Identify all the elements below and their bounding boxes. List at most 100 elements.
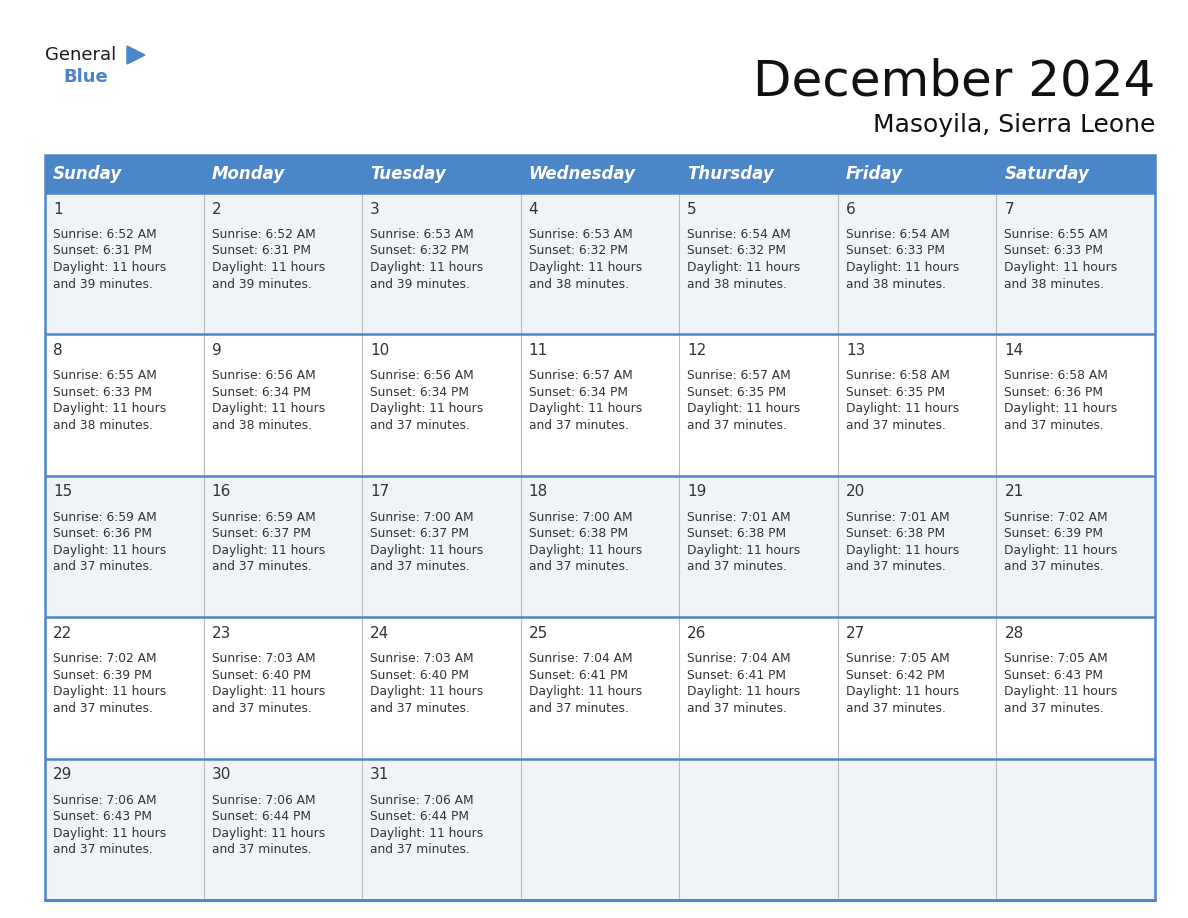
Text: 5: 5 xyxy=(688,201,697,217)
Text: Sunrise: 7:00 AM: Sunrise: 7:00 AM xyxy=(371,510,474,524)
Bar xyxy=(45,476,1155,617)
Text: and 37 minutes.: and 37 minutes. xyxy=(846,419,946,431)
Text: Sunset: 6:40 PM: Sunset: 6:40 PM xyxy=(211,668,310,682)
Text: Sunrise: 6:57 AM: Sunrise: 6:57 AM xyxy=(529,369,632,383)
Text: Sunrise: 6:56 AM: Sunrise: 6:56 AM xyxy=(211,369,315,383)
Text: Sunset: 6:34 PM: Sunset: 6:34 PM xyxy=(371,386,469,399)
Text: and 39 minutes.: and 39 minutes. xyxy=(53,277,153,290)
Text: 12: 12 xyxy=(688,343,707,358)
Text: Daylight: 11 hours: Daylight: 11 hours xyxy=(211,826,324,840)
Text: Sunrise: 6:52 AM: Sunrise: 6:52 AM xyxy=(53,228,157,241)
Bar xyxy=(45,334,1155,476)
Text: and 38 minutes.: and 38 minutes. xyxy=(529,277,628,290)
Bar xyxy=(45,155,1155,193)
Text: Sunset: 6:43 PM: Sunset: 6:43 PM xyxy=(1004,668,1104,682)
Text: Friday: Friday xyxy=(846,165,903,183)
Text: and 39 minutes.: and 39 minutes. xyxy=(371,277,470,290)
Text: and 37 minutes.: and 37 minutes. xyxy=(846,560,946,574)
Text: 1: 1 xyxy=(53,201,63,217)
Text: 14: 14 xyxy=(1004,343,1024,358)
Text: 2: 2 xyxy=(211,201,221,217)
Text: Sunday: Sunday xyxy=(53,165,122,183)
Text: Daylight: 11 hours: Daylight: 11 hours xyxy=(53,402,166,416)
Text: Daylight: 11 hours: Daylight: 11 hours xyxy=(529,402,642,416)
Text: Daylight: 11 hours: Daylight: 11 hours xyxy=(53,826,166,840)
Text: and 37 minutes.: and 37 minutes. xyxy=(211,560,311,574)
Text: Daylight: 11 hours: Daylight: 11 hours xyxy=(688,685,801,699)
Text: December 2024: December 2024 xyxy=(753,58,1155,106)
Text: Sunrise: 6:53 AM: Sunrise: 6:53 AM xyxy=(529,228,632,241)
Text: Sunset: 6:41 PM: Sunset: 6:41 PM xyxy=(688,668,786,682)
Text: Sunrise: 7:04 AM: Sunrise: 7:04 AM xyxy=(688,652,791,666)
Text: Sunrise: 6:59 AM: Sunrise: 6:59 AM xyxy=(53,510,157,524)
Text: 30: 30 xyxy=(211,767,230,782)
Text: 15: 15 xyxy=(53,485,72,499)
Text: Sunset: 6:42 PM: Sunset: 6:42 PM xyxy=(846,668,944,682)
Bar xyxy=(45,617,1155,758)
Text: Sunrise: 6:52 AM: Sunrise: 6:52 AM xyxy=(211,228,315,241)
Text: Thursday: Thursday xyxy=(688,165,775,183)
Text: 16: 16 xyxy=(211,485,230,499)
Text: Sunrise: 6:59 AM: Sunrise: 6:59 AM xyxy=(211,510,315,524)
Text: and 38 minutes.: and 38 minutes. xyxy=(1004,277,1105,290)
Text: Sunrise: 7:03 AM: Sunrise: 7:03 AM xyxy=(371,652,474,666)
Text: Daylight: 11 hours: Daylight: 11 hours xyxy=(1004,685,1118,699)
Text: 22: 22 xyxy=(53,626,72,641)
Text: Wednesday: Wednesday xyxy=(529,165,636,183)
Text: 24: 24 xyxy=(371,626,390,641)
Text: and 37 minutes.: and 37 minutes. xyxy=(53,560,153,574)
Text: Daylight: 11 hours: Daylight: 11 hours xyxy=(846,543,959,557)
Bar xyxy=(45,155,1155,900)
Text: and 37 minutes.: and 37 minutes. xyxy=(688,701,788,715)
Text: Sunrise: 6:53 AM: Sunrise: 6:53 AM xyxy=(371,228,474,241)
Text: and 37 minutes.: and 37 minutes. xyxy=(1004,419,1105,431)
Text: 21: 21 xyxy=(1004,485,1024,499)
Text: Sunset: 6:38 PM: Sunset: 6:38 PM xyxy=(529,527,627,541)
Text: Sunrise: 6:54 AM: Sunrise: 6:54 AM xyxy=(846,228,949,241)
Text: and 37 minutes.: and 37 minutes. xyxy=(529,701,628,715)
Text: Monday: Monday xyxy=(211,165,285,183)
Text: and 37 minutes.: and 37 minutes. xyxy=(846,701,946,715)
Text: and 38 minutes.: and 38 minutes. xyxy=(211,419,311,431)
Text: Daylight: 11 hours: Daylight: 11 hours xyxy=(846,402,959,416)
Text: 20: 20 xyxy=(846,485,865,499)
Text: Daylight: 11 hours: Daylight: 11 hours xyxy=(529,685,642,699)
Bar xyxy=(45,758,1155,900)
Text: 17: 17 xyxy=(371,485,390,499)
Text: Daylight: 11 hours: Daylight: 11 hours xyxy=(211,402,324,416)
Text: 26: 26 xyxy=(688,626,707,641)
Text: Daylight: 11 hours: Daylight: 11 hours xyxy=(371,685,484,699)
Text: Sunrise: 7:01 AM: Sunrise: 7:01 AM xyxy=(846,510,949,524)
Text: Daylight: 11 hours: Daylight: 11 hours xyxy=(371,261,484,274)
Text: Daylight: 11 hours: Daylight: 11 hours xyxy=(688,543,801,557)
Text: Sunset: 6:36 PM: Sunset: 6:36 PM xyxy=(1004,386,1104,399)
Text: Sunrise: 7:01 AM: Sunrise: 7:01 AM xyxy=(688,510,791,524)
Text: Sunrise: 7:05 AM: Sunrise: 7:05 AM xyxy=(1004,652,1108,666)
Text: and 37 minutes.: and 37 minutes. xyxy=(529,560,628,574)
Text: Tuesday: Tuesday xyxy=(371,165,446,183)
Text: Daylight: 11 hours: Daylight: 11 hours xyxy=(53,543,166,557)
Text: Daylight: 11 hours: Daylight: 11 hours xyxy=(688,402,801,416)
Text: 10: 10 xyxy=(371,343,390,358)
Text: Sunset: 6:34 PM: Sunset: 6:34 PM xyxy=(529,386,627,399)
Text: 25: 25 xyxy=(529,626,548,641)
Text: and 37 minutes.: and 37 minutes. xyxy=(211,843,311,856)
Text: Masoyila, Sierra Leone: Masoyila, Sierra Leone xyxy=(873,113,1155,137)
Text: Sunrise: 7:02 AM: Sunrise: 7:02 AM xyxy=(53,652,157,666)
Text: Daylight: 11 hours: Daylight: 11 hours xyxy=(211,685,324,699)
Text: and 37 minutes.: and 37 minutes. xyxy=(211,701,311,715)
Text: Sunrise: 7:06 AM: Sunrise: 7:06 AM xyxy=(53,793,157,807)
Text: Sunrise: 7:03 AM: Sunrise: 7:03 AM xyxy=(211,652,315,666)
Text: Sunset: 6:44 PM: Sunset: 6:44 PM xyxy=(211,810,310,823)
Text: 6: 6 xyxy=(846,201,855,217)
Text: Daylight: 11 hours: Daylight: 11 hours xyxy=(688,261,801,274)
Text: 3: 3 xyxy=(371,201,380,217)
Text: and 37 minutes.: and 37 minutes. xyxy=(529,419,628,431)
Text: and 37 minutes.: and 37 minutes. xyxy=(53,843,153,856)
Text: and 38 minutes.: and 38 minutes. xyxy=(688,277,788,290)
Text: Sunset: 6:35 PM: Sunset: 6:35 PM xyxy=(846,386,944,399)
Text: 18: 18 xyxy=(529,485,548,499)
Text: 8: 8 xyxy=(53,343,63,358)
Polygon shape xyxy=(127,46,145,64)
Text: 23: 23 xyxy=(211,626,230,641)
